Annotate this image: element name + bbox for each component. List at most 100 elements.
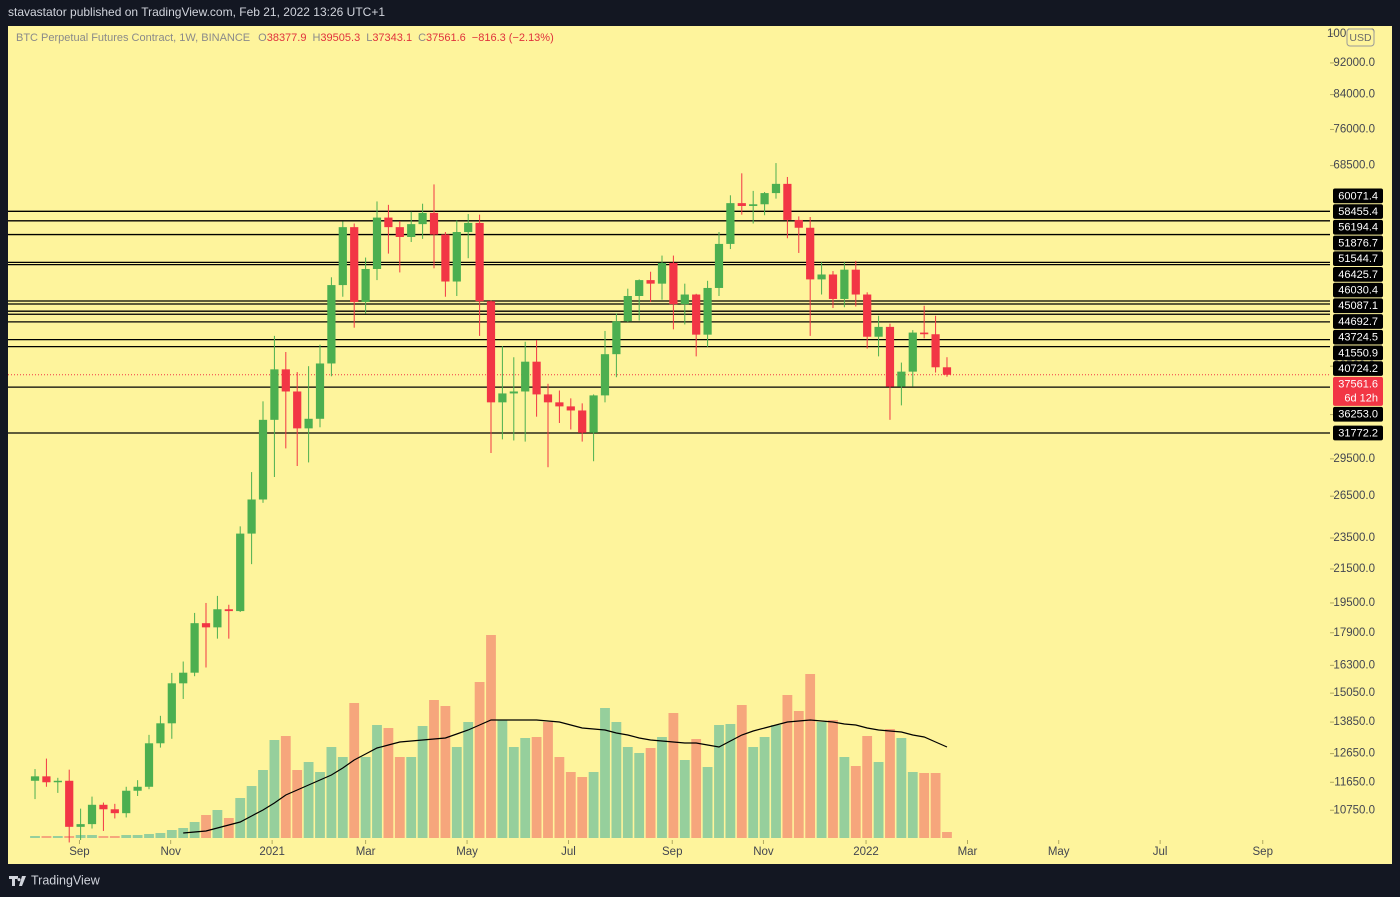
volume-bar <box>417 726 428 838</box>
price-axis: 100000.092000.084000.076000.068500.03850… <box>1327 28 1383 816</box>
level-label: 60071.4 <box>1338 190 1378 202</box>
candle-body <box>657 262 667 284</box>
x-tick-label: 2021 <box>259 846 285 858</box>
volume-bar <box>691 739 702 838</box>
level-label: 40724.2 <box>1338 363 1378 375</box>
x-tick-label: Mar <box>958 846 978 858</box>
candle-body <box>783 183 792 220</box>
candle-body <box>384 217 393 228</box>
candle-body <box>623 295 632 322</box>
candle-body <box>418 212 427 225</box>
volume-bar <box>292 770 303 838</box>
candle-body <box>703 287 712 335</box>
candle-body <box>464 222 473 233</box>
x-tick-label: Mar <box>356 846 376 858</box>
volume-bar <box>531 737 542 838</box>
volume-bar <box>839 757 850 838</box>
candle-body <box>635 280 644 296</box>
candle-body <box>429 212 439 235</box>
level-label-box <box>1333 251 1383 267</box>
legend-title: BTC Perpetual Futures Contract, 1W, BINA… <box>16 32 250 44</box>
volume-bar <box>155 833 166 838</box>
volume-bar <box>360 757 371 838</box>
volume-bar <box>850 766 861 838</box>
y-tick-label: 12650.0 <box>1333 748 1375 760</box>
volume-bar <box>315 772 325 838</box>
volume-bar <box>554 757 565 838</box>
candle-body <box>669 262 678 305</box>
volume-bar <box>862 736 873 838</box>
legend-key: H <box>312 32 320 44</box>
candle-body <box>281 369 290 392</box>
candle-body <box>521 361 530 392</box>
volume-bar <box>223 818 234 838</box>
volume-bar <box>907 772 918 838</box>
chart-background <box>8 26 1392 864</box>
y-tick-label: 17900.0 <box>1333 627 1375 639</box>
y-tick-label: 23500.0 <box>1333 532 1375 544</box>
level-label: 31772.2 <box>1338 427 1378 439</box>
volume-bar <box>896 738 907 838</box>
volume-bar <box>474 682 485 838</box>
x-tick-label: May <box>456 846 478 858</box>
candle-body <box>600 354 610 396</box>
candle-body <box>258 419 268 500</box>
level-label: 51876.7 <box>1338 237 1378 249</box>
level-label: 36253.0 <box>1338 409 1378 421</box>
volume-bar <box>349 703 360 838</box>
candle-body <box>794 219 803 228</box>
candle-body <box>76 824 85 827</box>
volume-bar <box>303 762 314 838</box>
last-price-label: 37561.6 <box>1338 378 1378 390</box>
volume-bar <box>759 737 770 838</box>
level-label-box <box>1333 204 1383 219</box>
x-tick-label: Sep <box>1253 846 1273 858</box>
candle-body <box>555 402 564 407</box>
volume-bar <box>657 737 667 838</box>
volume-bar <box>30 836 40 838</box>
candle-body <box>293 391 302 429</box>
volume-bar <box>41 836 52 838</box>
level-label-box <box>1333 314 1383 329</box>
legend-key: C <box>418 32 426 44</box>
y-tick-label: 13850.0 <box>1333 716 1375 728</box>
volume-bar <box>611 722 622 838</box>
last-price-box <box>1333 376 1383 406</box>
level-label-box <box>1333 267 1383 282</box>
candle-body <box>87 804 97 825</box>
candle-body <box>486 301 496 403</box>
candle-body <box>612 321 621 355</box>
volume-bar <box>736 705 747 838</box>
volume-bar <box>702 767 713 838</box>
candle-body <box>452 232 461 282</box>
volume-bar <box>337 757 348 838</box>
y-tick-label: 84000.0 <box>1333 89 1375 101</box>
volume-bar <box>383 728 394 838</box>
candle-body <box>874 326 883 337</box>
volume-bar <box>828 720 838 838</box>
candle-body <box>201 623 211 628</box>
candle-body <box>122 790 131 814</box>
candle-body <box>247 499 256 534</box>
volume-bar <box>280 736 291 838</box>
volume-bar <box>52 836 63 838</box>
volume-bar <box>189 822 200 838</box>
candle-body <box>578 410 587 433</box>
brand-logo <box>9 876 26 886</box>
volume-bar <box>885 729 895 838</box>
brand-name: TradingView <box>31 873 101 887</box>
candle-body <box>224 609 233 612</box>
legend-value: 37561.6 <box>426 32 466 44</box>
volume-bar <box>429 700 439 838</box>
level-label-box <box>1333 298 1383 314</box>
volume-bar <box>873 762 884 838</box>
volume-bar <box>543 722 553 838</box>
candle-body <box>475 222 484 302</box>
candle-body <box>53 780 62 783</box>
candle-body <box>863 294 872 337</box>
candle-body <box>350 227 359 302</box>
level-label: 44692.7 <box>1338 316 1378 328</box>
volume-bar <box>919 773 930 838</box>
volume-bar <box>394 757 405 838</box>
